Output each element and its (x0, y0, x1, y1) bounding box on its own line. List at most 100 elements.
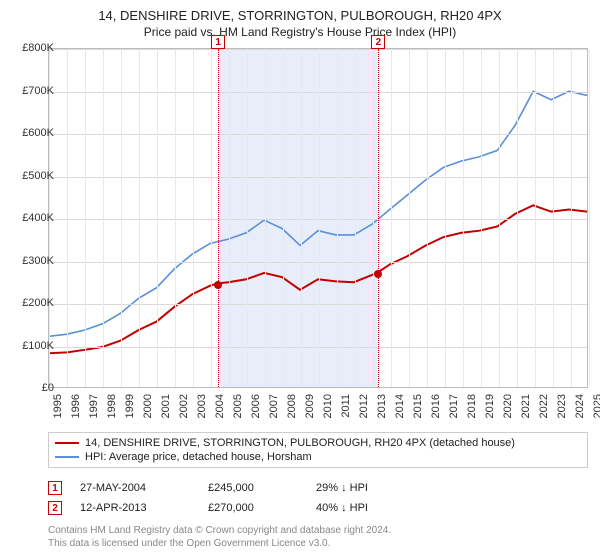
x-axis-label: 2018 (466, 394, 478, 418)
x-axis-label: 2024 (574, 394, 586, 418)
gridline-vertical (175, 49, 176, 387)
chart-subtitle: Price paid vs. HM Land Registry's House … (0, 25, 600, 43)
gridline-vertical (445, 49, 446, 387)
sale-marker: 1 (48, 481, 62, 495)
gridline-horizontal (49, 49, 587, 50)
x-axis-label: 2006 (250, 394, 262, 418)
y-axis-label: £0 (4, 382, 54, 394)
y-axis-label: £600K (4, 127, 54, 139)
x-axis-label: 1995 (52, 394, 64, 418)
gridline-vertical (535, 49, 536, 387)
x-axis-label: 1998 (106, 394, 118, 418)
chart-lines (49, 49, 587, 387)
gridline-vertical (409, 49, 410, 387)
x-axis-label: 2001 (160, 394, 172, 418)
x-axis-label: 1997 (88, 394, 100, 418)
legend-label: 14, DENSHIRE DRIVE, STORRINGTON, PULBORO… (85, 437, 515, 449)
x-axis-label: 2023 (556, 394, 568, 418)
x-axis-label: 2007 (268, 394, 280, 418)
legend-item: 14, DENSHIRE DRIVE, STORRINGTON, PULBORO… (55, 436, 581, 450)
gridline-vertical (211, 49, 212, 387)
gridline-vertical (517, 49, 518, 387)
gridline-vertical (355, 49, 356, 387)
x-axis-label: 2002 (178, 394, 190, 418)
marker-dot-2 (374, 270, 382, 278)
marker-line-2 (378, 49, 379, 387)
gridline-vertical (139, 49, 140, 387)
y-axis-label: £200K (4, 297, 54, 309)
gridline-horizontal (49, 219, 587, 220)
sale-price: £270,000 (208, 502, 298, 514)
sale-date: 12-APR-2013 (80, 502, 190, 514)
gridline-vertical (373, 49, 374, 387)
sale-price: £245,000 (208, 482, 298, 494)
series-red (49, 205, 587, 353)
gridline-vertical (499, 49, 500, 387)
gridline-vertical (103, 49, 104, 387)
sales-table: 127-MAY-2004£245,00029% ↓ HPI212-APR-201… (48, 478, 588, 518)
marker-badge-2: 2 (371, 35, 385, 49)
sale-row: 212-APR-2013£270,00040% ↓ HPI (48, 498, 588, 518)
x-axis-label: 1999 (124, 394, 136, 418)
gridline-vertical (589, 49, 590, 387)
gridline-vertical (427, 49, 428, 387)
x-axis-label: 2012 (358, 394, 370, 418)
x-axis-label: 1996 (70, 394, 82, 418)
x-axis-label: 2022 (538, 394, 550, 418)
gridline-horizontal (49, 304, 587, 305)
y-axis-label: £300K (4, 255, 54, 267)
gridline-vertical (301, 49, 302, 387)
x-axis-label: 2010 (322, 394, 334, 418)
sale-row: 127-MAY-2004£245,00029% ↓ HPI (48, 478, 588, 498)
marker-dot-1 (214, 281, 222, 289)
marker-badge-1: 1 (211, 35, 225, 49)
x-axis-label: 2003 (196, 394, 208, 418)
footer-line2: This data is licensed under the Open Gov… (48, 537, 391, 550)
x-axis-label: 2005 (232, 394, 244, 418)
plot-area: 12 (48, 48, 588, 388)
gridline-horizontal (49, 262, 587, 263)
x-axis-label: 2016 (430, 394, 442, 418)
gridline-vertical (247, 49, 248, 387)
footer-attribution: Contains HM Land Registry data © Crown c… (48, 524, 391, 550)
x-axis-label: 2009 (304, 394, 316, 418)
x-axis-label: 2008 (286, 394, 298, 418)
gridline-vertical (319, 49, 320, 387)
sale-pct: 40% ↓ HPI (316, 502, 406, 514)
gridline-horizontal (49, 134, 587, 135)
footer-line1: Contains HM Land Registry data © Crown c… (48, 524, 391, 537)
y-axis-label: £500K (4, 170, 54, 182)
y-axis-label: £800K (4, 42, 54, 54)
gridline-vertical (463, 49, 464, 387)
gridline-vertical (337, 49, 338, 387)
gridline-vertical (85, 49, 86, 387)
price-chart: 14, DENSHIRE DRIVE, STORRINGTON, PULBORO… (0, 0, 600, 560)
gridline-horizontal (49, 347, 587, 348)
sale-pct: 29% ↓ HPI (316, 482, 406, 494)
y-axis-label: £100K (4, 340, 54, 352)
x-axis-label: 2000 (142, 394, 154, 418)
gridline-vertical (67, 49, 68, 387)
gridline-vertical (121, 49, 122, 387)
legend-item: HPI: Average price, detached house, Hors… (55, 450, 581, 464)
y-axis-label: £700K (4, 85, 54, 97)
y-axis-label: £400K (4, 212, 54, 224)
gridline-vertical (553, 49, 554, 387)
x-axis-label: 2013 (376, 394, 388, 418)
x-axis-label: 2011 (340, 394, 352, 418)
x-axis-label: 2021 (520, 394, 532, 418)
gridline-vertical (265, 49, 266, 387)
series-blue (49, 91, 587, 336)
x-axis-label: 2020 (502, 394, 514, 418)
legend-label: HPI: Average price, detached house, Hors… (85, 451, 312, 463)
x-axis-label: 2014 (394, 394, 406, 418)
marker-line-1 (218, 49, 219, 387)
gridline-vertical (481, 49, 482, 387)
x-axis-label: 2019 (484, 394, 496, 418)
gridline-vertical (157, 49, 158, 387)
chart-title: 14, DENSHIRE DRIVE, STORRINGTON, PULBORO… (0, 0, 600, 25)
gridline-vertical (391, 49, 392, 387)
gridline-vertical (229, 49, 230, 387)
gridline-vertical (571, 49, 572, 387)
legend-swatch (55, 456, 79, 458)
